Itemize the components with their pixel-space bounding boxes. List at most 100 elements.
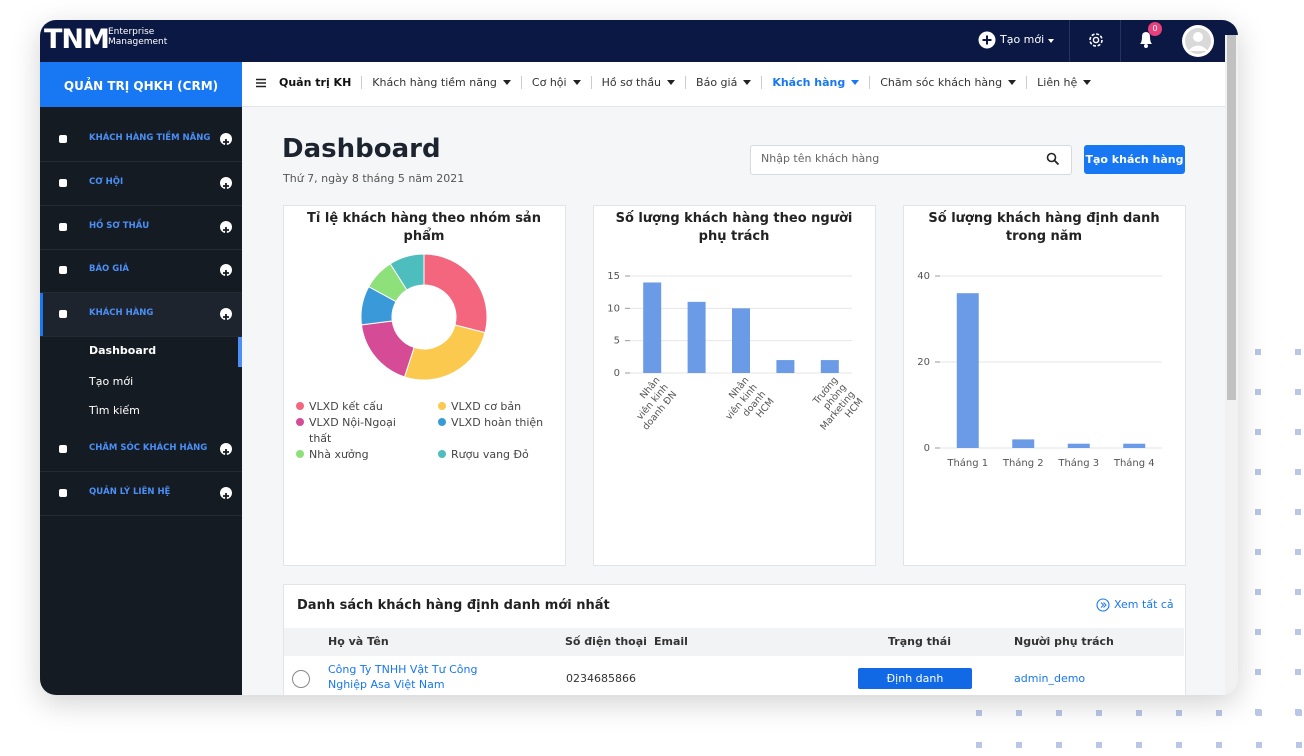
table-title: Danh sách khách hàng định danh mới nhất	[297, 598, 610, 613]
dot	[1255, 389, 1261, 395]
legend-swatch	[296, 402, 304, 410]
plus-button[interactable]	[220, 133, 232, 145]
plus-button[interactable]	[220, 177, 232, 189]
dot	[1296, 710, 1302, 716]
avatar[interactable]	[1182, 25, 1214, 57]
dot	[1295, 429, 1301, 435]
chart-title: Tỉ lệ khách hàng theo nhóm sản phẩm	[307, 211, 541, 244]
plus-button[interactable]	[220, 308, 232, 320]
menu-icon	[59, 266, 67, 274]
bar	[776, 360, 795, 373]
create-customer-button[interactable]: Tạo khách hàng	[1084, 145, 1185, 174]
dot	[1296, 742, 1302, 748]
submenu-item[interactable]: Dashboard	[89, 344, 157, 357]
y-tick-label: 0	[614, 368, 620, 379]
separator	[1069, 20, 1070, 62]
menu-divider	[40, 292, 242, 293]
menu-divider	[40, 249, 242, 250]
plus-icon	[978, 31, 996, 49]
settings-icon[interactable]	[1087, 31, 1105, 49]
plus-button[interactable]	[220, 221, 232, 233]
menu-icon[interactable]	[255, 78, 267, 88]
nav-item[interactable]: Báo giá	[696, 76, 738, 89]
y-tick-label: 0	[924, 443, 930, 454]
status-badge: Định danh	[858, 668, 972, 689]
search-icon[interactable]	[1046, 152, 1060, 166]
dot	[1295, 589, 1301, 595]
dot	[1255, 509, 1261, 515]
dot	[1256, 742, 1262, 748]
dot	[1295, 549, 1301, 555]
nav-item[interactable]: Khách hàng	[772, 76, 846, 89]
caret	[502, 80, 511, 85]
nav-item[interactable]: Cơ hội	[531, 76, 567, 89]
plus-button[interactable]	[220, 487, 232, 499]
legend-swatch	[296, 450, 304, 458]
owner[interactable]: admin_demo	[1014, 672, 1086, 685]
phone: 0234685866	[566, 672, 636, 685]
legend-label: VLXD hoàn thiện	[451, 416, 544, 429]
dot	[1256, 710, 1262, 716]
dot	[1136, 742, 1142, 748]
y-tick-label: 10	[607, 303, 620, 314]
caret	[1083, 80, 1092, 85]
plus-button[interactable]	[220, 264, 232, 276]
dot	[1295, 349, 1301, 355]
submenu-item[interactable]: Tìm kiếm	[89, 404, 140, 417]
search-box[interactable]	[750, 145, 1072, 175]
separator	[1120, 20, 1121, 62]
nav-separator	[685, 76, 687, 89]
bar	[1067, 443, 1090, 448]
caret	[572, 80, 581, 85]
page-title: Dashboard	[282, 134, 441, 164]
dot	[1295, 509, 1301, 515]
badge: 0	[1148, 22, 1162, 36]
bar	[643, 282, 662, 373]
legend-swatch	[438, 402, 446, 410]
menu-item[interactable]: KHÁCH HÀNG TIỀM NĂNG	[89, 133, 211, 143]
bell-icon[interactable]	[1136, 28, 1158, 50]
search-placeholder: Nhập tên khách hàng	[761, 152, 880, 165]
nav-item[interactable]: Quản trị KH	[279, 76, 352, 89]
page-date: Thứ 7, ngày 8 tháng 5 năm 2021	[283, 172, 465, 185]
menu-item[interactable]: BÁO GIÁ	[89, 264, 129, 274]
app-window: TNM Enterprise Management Tạo mới 0 QUẢN…	[40, 20, 1238, 695]
nav-item[interactable]: Liên hệ	[1037, 76, 1078, 89]
column-header: Email	[654, 635, 688, 648]
legend-label: VLXD kết cấu	[309, 400, 383, 413]
plus-button[interactable]	[220, 443, 232, 455]
legend-label: VLXD cơ bản	[451, 400, 522, 413]
row-select[interactable]	[292, 670, 310, 688]
dot	[1016, 710, 1022, 716]
column-header: Số điện thoại	[565, 635, 647, 648]
create-button[interactable]: Tạo mới	[1000, 33, 1045, 46]
legend-swatch	[438, 418, 446, 426]
bar	[1123, 443, 1146, 448]
menu-item[interactable]: CHĂM SÓC KHÁCH HÀNG	[89, 443, 208, 453]
dot	[1216, 742, 1222, 748]
menu-icon	[59, 135, 67, 143]
y-tick-label: 15	[607, 271, 620, 282]
menu-item[interactable]: CƠ HỘI	[89, 177, 124, 187]
menu-divider	[40, 336, 242, 337]
customer-name[interactable]: Công Ty TNHH Vật Tư Công Nghiệp Asa Việt…	[328, 663, 478, 691]
menu-item[interactable]: QUẢN LÝ LIÊN HỆ	[89, 487, 171, 497]
menu-divider	[40, 515, 242, 516]
submenu-item[interactable]: Tạo mới	[89, 375, 134, 388]
dot	[1255, 349, 1261, 355]
y-tick-label: 5	[614, 336, 620, 347]
nav-item[interactable]: Hồ sơ thầu	[601, 76, 662, 89]
active-sub-marker	[238, 337, 242, 367]
nav-item[interactable]: Khách hàng tiềm năng	[372, 76, 497, 89]
menu-item[interactable]: HỒ SƠ THẦU	[89, 221, 150, 231]
nav-item[interactable]: Chăm sóc khách hàng	[880, 76, 1003, 89]
bar	[687, 301, 706, 373]
caret	[851, 80, 860, 85]
dot	[1096, 742, 1102, 748]
view-all-link[interactable]: Xem tất cả	[1114, 598, 1174, 611]
scrollbar-thumb	[1227, 35, 1236, 400]
column-header: Họ và Tên	[328, 635, 389, 648]
dot	[976, 710, 982, 716]
menu-item[interactable]: KHÁCH HÀNG	[89, 308, 154, 318]
